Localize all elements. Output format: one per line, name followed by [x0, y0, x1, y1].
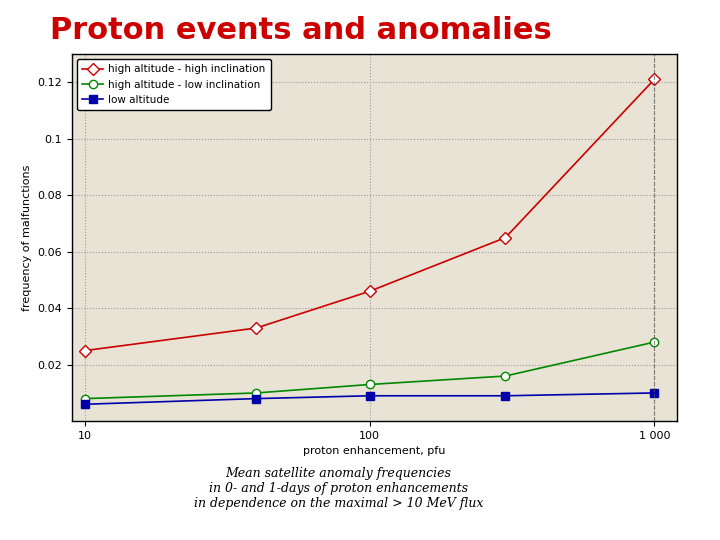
Line: high altitude - low inclination: high altitude - low inclination	[81, 338, 658, 403]
high altitude - low inclination	[365, 381, 374, 388]
high altitude - high inclination	[650, 76, 659, 83]
high altitude - low inclination	[252, 390, 261, 396]
high altitude - high inclination	[365, 288, 374, 294]
high altitude - low inclination	[81, 395, 89, 402]
Line: low altitude: low altitude	[81, 389, 658, 408]
Line: high altitude - high inclination: high altitude - high inclination	[81, 75, 658, 355]
high altitude - high inclination	[501, 234, 510, 241]
low altitude	[365, 393, 374, 399]
Y-axis label: frequency of malfunctions: frequency of malfunctions	[22, 164, 32, 311]
low altitude	[81, 401, 89, 408]
high altitude - low inclination	[650, 339, 659, 346]
high altitude - low inclination	[501, 373, 510, 379]
X-axis label: proton enhancement, pfu: proton enhancement, pfu	[303, 447, 446, 456]
low altitude	[501, 393, 510, 399]
low altitude	[252, 395, 261, 402]
low altitude	[650, 390, 659, 396]
high altitude - high inclination	[252, 325, 261, 331]
high altitude - high inclination	[81, 347, 89, 354]
Legend: high altitude - high inclination, high altitude - low inclination, low altitude: high altitude - high inclination, high a…	[77, 59, 271, 110]
Text: Proton events and anomalies: Proton events and anomalies	[50, 16, 552, 45]
Text: Mean satellite anomaly frequencies
in 0- and 1-days of proton enhancements
in de: Mean satellite anomaly frequencies in 0-…	[194, 467, 483, 510]
